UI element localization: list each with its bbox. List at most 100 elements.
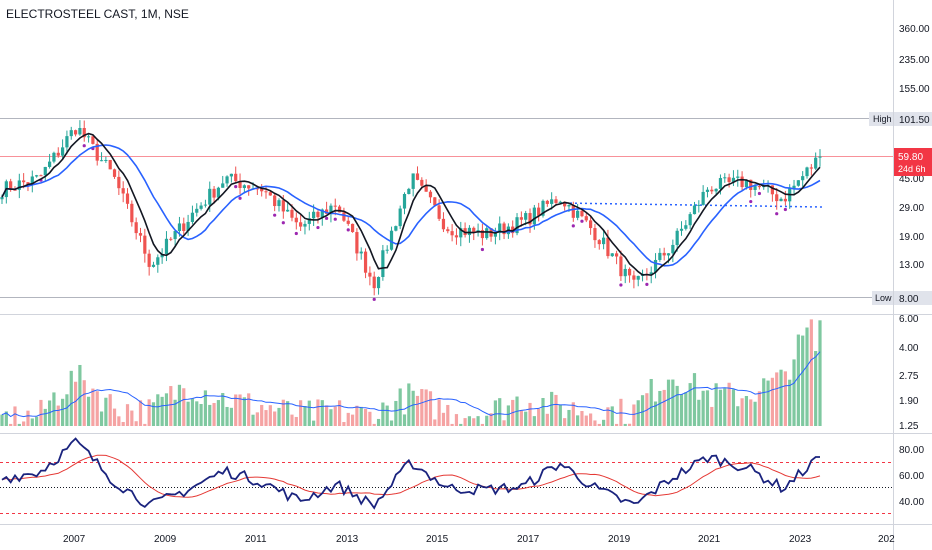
pivot-marker (749, 199, 753, 204)
price-tick: 29.00 (899, 203, 924, 214)
candle-body (325, 209, 329, 214)
volume-bar (584, 415, 588, 426)
volume-bar (173, 399, 177, 426)
candle-body (710, 189, 714, 192)
candle-body (779, 198, 783, 202)
volume-bar (506, 405, 510, 426)
candle-body (225, 176, 229, 184)
candle-body (26, 182, 30, 185)
candle-body (112, 169, 117, 177)
candle-body (242, 185, 246, 189)
candle-body (147, 253, 151, 267)
volume-bar (424, 389, 428, 426)
volume-bar (337, 400, 342, 426)
volume-bar (502, 420, 506, 426)
candle-body (255, 188, 259, 190)
volume-bar (814, 350, 818, 426)
volume-bar (398, 388, 402, 426)
volume-bar (627, 423, 632, 426)
candle-body (281, 200, 285, 212)
volume-tick: 4.00 (899, 343, 919, 354)
volume-bar (294, 416, 298, 426)
volume-bar (740, 398, 744, 426)
pivot-marker (645, 282, 649, 286)
volume-bar (164, 393, 169, 426)
volume-bar (710, 406, 714, 426)
candle-body (312, 211, 316, 219)
candle-body (736, 176, 740, 178)
candle-body (558, 201, 562, 203)
volume-bar (658, 390, 662, 426)
volume-bar (277, 407, 281, 426)
candle-body (805, 167, 809, 177)
candle-body (619, 256, 623, 277)
volume-bar (234, 394, 238, 426)
volume-bar (199, 403, 203, 426)
pivot-marker (571, 224, 575, 228)
volume-bar (623, 423, 627, 426)
candle-body (268, 192, 272, 196)
volume-bar (744, 395, 749, 426)
volume-bar (666, 379, 671, 426)
candle-body (229, 173, 233, 177)
candle-body (584, 216, 588, 221)
candle-body (17, 180, 21, 190)
pivot-marker (316, 225, 320, 230)
candle-body (9, 181, 13, 190)
candle-body (86, 136, 91, 138)
volume-bar (355, 405, 359, 426)
volume-bar (17, 423, 21, 426)
pivot-marker (775, 212, 779, 216)
candle-body (30, 176, 34, 185)
x-tick: 2007 (63, 534, 86, 545)
candle-body (571, 205, 575, 218)
volume-bar (0, 414, 4, 426)
volume-bar (571, 402, 575, 426)
candle-body (82, 128, 86, 138)
candle-body (164, 238, 169, 255)
volume-bar (286, 401, 290, 426)
volume-tick: 6.00 (899, 314, 919, 325)
candle-body (601, 237, 606, 245)
volume-bar (186, 401, 190, 426)
volume-bar (169, 386, 173, 426)
candle-body (35, 175, 39, 177)
high-value-badge (894, 112, 932, 126)
candle-body (437, 205, 441, 219)
volume-bar (264, 410, 268, 426)
pivot-marker (333, 217, 337, 221)
candle-body (757, 186, 762, 188)
candle-body (610, 253, 614, 257)
x-tick: 2021 (698, 534, 721, 545)
candle-body (299, 222, 303, 227)
volume-bar (541, 397, 545, 426)
candle-body (138, 233, 143, 236)
candle-body (216, 187, 221, 198)
volume-bar (662, 389, 666, 426)
candle-body (238, 181, 242, 189)
rsi-tick: 60.00 (899, 471, 924, 482)
volume-bar (69, 370, 73, 426)
price-tick: 155.00 (899, 84, 930, 95)
volume-bar (809, 319, 813, 426)
volume-bar (216, 400, 221, 426)
candle-body (692, 205, 697, 215)
candle-body (277, 200, 281, 207)
fast-ma-line (1, 132, 821, 277)
volume-bar (130, 410, 134, 426)
volume-bar (489, 413, 493, 426)
candle-body (350, 223, 355, 233)
volume-bar (770, 377, 774, 426)
candle-body (13, 189, 17, 191)
volume-bar (649, 378, 653, 426)
candle-body (740, 176, 744, 188)
candle-body (372, 276, 376, 289)
candle-body (472, 227, 476, 233)
candle-body (402, 194, 407, 209)
last-price: 59.80 (898, 152, 923, 163)
candle-body (675, 230, 679, 245)
candle-body (199, 205, 203, 209)
candle-body (411, 173, 415, 189)
volume-bar (459, 423, 463, 426)
